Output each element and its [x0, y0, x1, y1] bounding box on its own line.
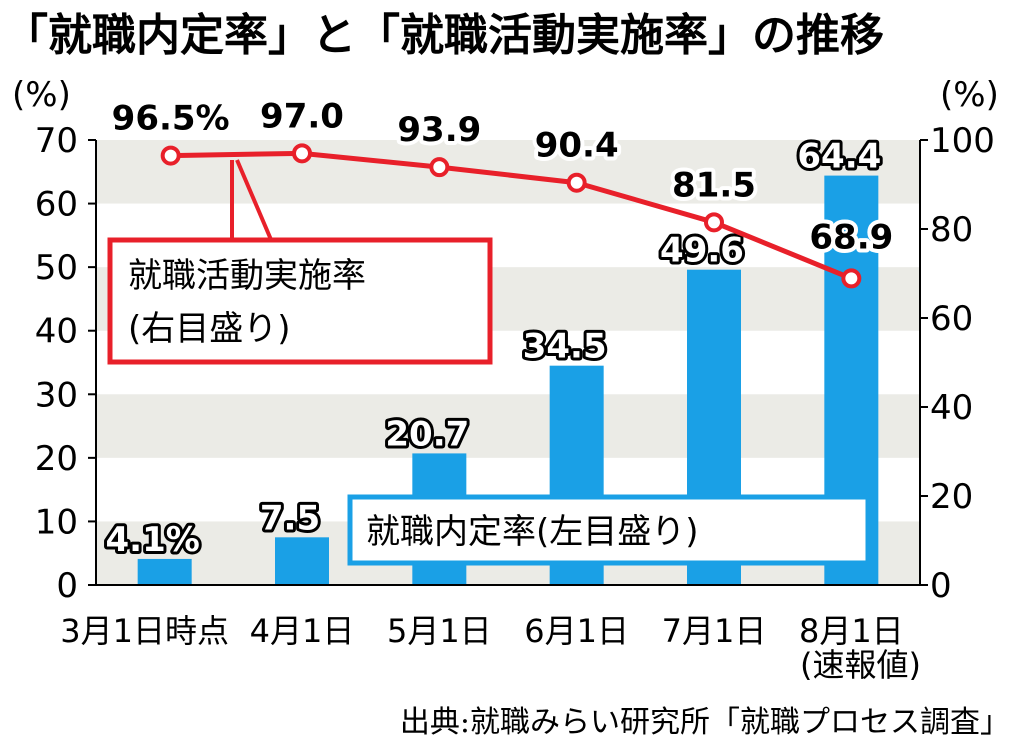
- x-tick-label: 7月1日: [662, 612, 767, 650]
- grid-band: [96, 394, 920, 458]
- bar-legend-label: 就職内定率(左目盛り): [366, 512, 699, 552]
- bar-value-label: 49.6: [660, 231, 744, 271]
- line-legend-box: [107, 237, 493, 365]
- x-tick-label: 3月1日時点: [60, 612, 229, 650]
- line-value-label: 96.5%: [112, 99, 230, 139]
- line-point: [292, 143, 312, 164]
- left-tick-label: 0: [56, 566, 78, 606]
- line-point: [841, 268, 862, 289]
- right-axis-unit: (%): [940, 75, 999, 115]
- left-tick-label: 60: [35, 185, 78, 225]
- right-tick-label: 0: [930, 566, 952, 606]
- line-value-label: 90.4: [535, 126, 619, 166]
- right-tick-label: 20: [930, 477, 973, 517]
- x-axis-ticks: 3月1日時点 4月1日 5月1日 6月1日 7月1日 8月1日: [60, 612, 903, 650]
- chart-title: 「就職内定率」と「就職活動実施率」の推移: [4, 10, 884, 61]
- x-axis-note: (速報値): [800, 646, 921, 684]
- bar-value-label: 20.7: [385, 414, 469, 454]
- line-value-label: 97.0: [260, 96, 344, 136]
- line-point: [566, 172, 587, 193]
- left-tick-label: 40: [35, 312, 78, 352]
- line-value-label: 81.5: [672, 165, 756, 205]
- left-tick-label: 20: [35, 439, 78, 479]
- legend-leader-line: [235, 159, 274, 243]
- left-tick-label: 30: [35, 375, 78, 415]
- right-tick-label: 80: [930, 210, 973, 250]
- right-tick-label: 100: [930, 121, 995, 161]
- axes: [95, 140, 921, 586]
- line-point: [429, 157, 450, 178]
- line-point: [704, 212, 724, 233]
- line-point: [160, 145, 181, 166]
- source-note: 出典:就職みらい研究所「就職プロセス調査」: [400, 705, 1010, 740]
- left-tick-label: 70: [35, 121, 78, 161]
- x-tick-label: 6月1日: [524, 612, 629, 650]
- line-value-label: 68.9: [809, 217, 893, 257]
- right-tick-label: 60: [930, 299, 973, 339]
- bar-value-label: 64.4: [797, 137, 881, 177]
- left-axis-unit: (%): [12, 75, 71, 115]
- left-axis-ticks: 0 10 20 30 40 50 60 70: [35, 121, 96, 606]
- line-legend-label-1: 就職活動実施率: [128, 256, 366, 296]
- bar-legend-box: [347, 494, 871, 566]
- right-axis-ticks: 0 20 40 60 80 100: [920, 121, 995, 606]
- line-value-label: 93.9: [397, 110, 481, 150]
- bar-value-label: 34.5: [523, 327, 607, 367]
- left-tick-label: 50: [35, 248, 78, 288]
- line-path: [170, 150, 853, 281]
- bar: [137, 558, 192, 585]
- left-tick-label: 10: [35, 502, 78, 542]
- line-series: 96.5% 97.0 93.9 90.4 81.5 68.9: [108, 92, 897, 289]
- right-tick-label: 40: [930, 388, 973, 428]
- x-tick-label: 4月1日: [250, 612, 355, 650]
- x-tick-label: 8月1日: [799, 612, 904, 650]
- line-legend-label-2: (右目盛り): [128, 309, 291, 349]
- bar-value-label: 4.1%: [106, 520, 200, 560]
- bar: [275, 537, 329, 585]
- x-tick-label: 5月1日: [387, 612, 492, 650]
- bar-value-label: 7.5: [260, 498, 320, 538]
